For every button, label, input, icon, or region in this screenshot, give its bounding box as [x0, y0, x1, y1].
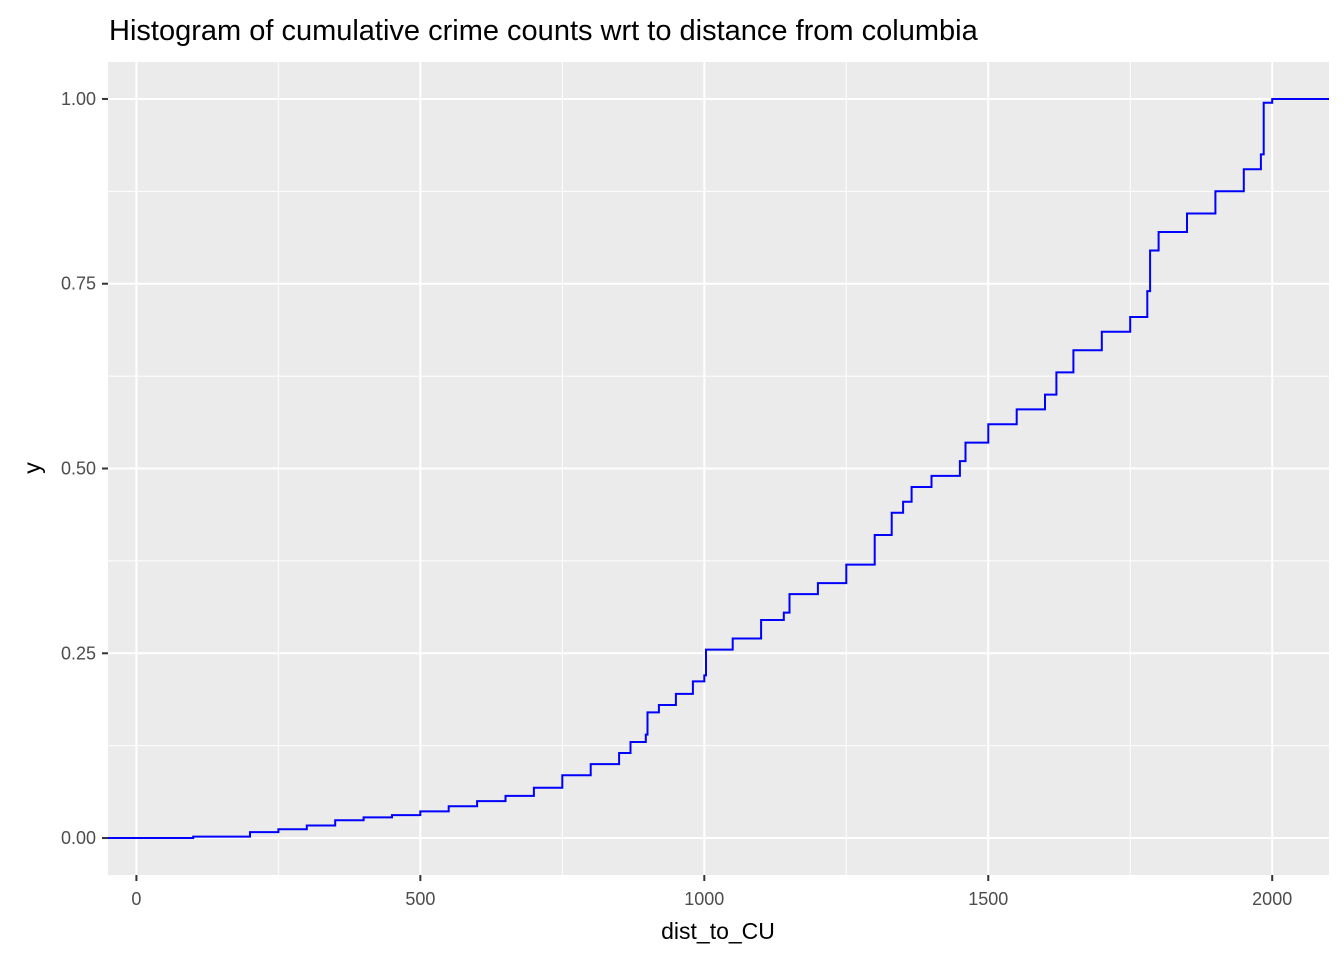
y-tick-label: 1.00: [61, 89, 96, 109]
x-axis-ticks: 0 500 1000 1500 2000: [131, 875, 1292, 909]
y-tick-label: 0.75: [61, 274, 96, 294]
x-tick-label: 1500: [968, 889, 1008, 909]
y-axis-ticks: 0.00 0.25 0.50 0.75 1.00: [61, 89, 108, 848]
y-axis-title: y: [19, 462, 45, 474]
cumulative-line: [108, 98, 1329, 839]
x-tick-label: 0: [131, 889, 141, 909]
x-tick-label: 2000: [1252, 889, 1292, 909]
chart-title: Histogram of cumulative crime counts wrt…: [109, 15, 979, 47]
y-tick-label: 0.00: [61, 828, 96, 848]
x-tick-label: 1000: [684, 889, 724, 909]
major-gridlines: [108, 62, 1329, 875]
y-tick-label: 0.25: [61, 643, 96, 663]
x-tick-label: 500: [405, 889, 435, 909]
y-tick-label: 0.50: [61, 459, 96, 479]
x-axis-title: dist_to_CU: [661, 918, 775, 944]
